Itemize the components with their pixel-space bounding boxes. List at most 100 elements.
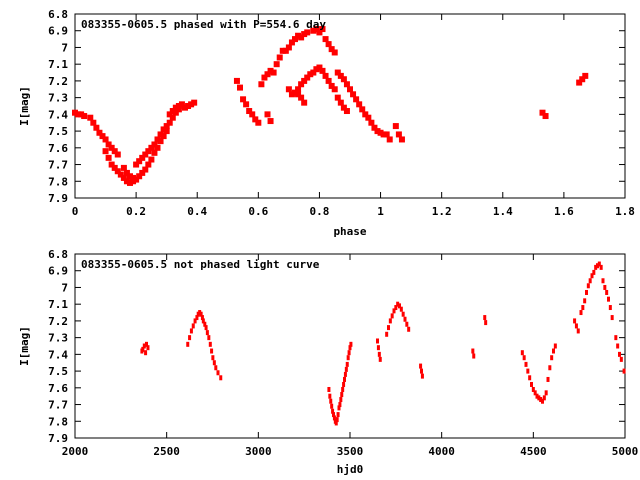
data-point xyxy=(292,36,298,43)
y-tick-label: 7.4 xyxy=(48,108,68,121)
plot-frame xyxy=(74,13,626,199)
data-point xyxy=(207,335,211,341)
data-point xyxy=(295,86,302,93)
data-point xyxy=(332,415,336,421)
data-point xyxy=(166,111,173,118)
data-point xyxy=(163,123,170,130)
data-point xyxy=(337,99,344,106)
data-point xyxy=(471,348,475,354)
data-point xyxy=(343,81,350,88)
data-point xyxy=(356,101,363,108)
data-point xyxy=(322,72,329,79)
data-point xyxy=(542,395,546,401)
data-point xyxy=(146,345,150,351)
data-point xyxy=(401,311,405,317)
data-point xyxy=(345,361,349,367)
data-point xyxy=(310,27,317,34)
data-point xyxy=(342,381,346,387)
x-tick-label: 2500 xyxy=(153,445,180,458)
data-point xyxy=(548,365,552,371)
data-point xyxy=(313,66,320,73)
data-point xyxy=(349,341,353,347)
data-point xyxy=(142,343,146,349)
plot-title: 083355-0605.5 not phased light curve xyxy=(81,258,320,271)
data-point xyxy=(407,326,411,332)
data-point xyxy=(552,348,555,354)
data-point xyxy=(541,398,544,404)
data-point xyxy=(130,174,137,181)
data-point xyxy=(533,390,537,396)
data-point xyxy=(246,108,253,115)
data-point xyxy=(601,278,605,284)
data-point xyxy=(331,49,338,56)
data-point xyxy=(376,345,380,351)
data-point xyxy=(219,375,223,381)
data-point xyxy=(304,74,311,81)
data-point xyxy=(105,154,112,161)
data-point xyxy=(195,315,199,321)
data-point xyxy=(341,386,345,392)
data-point xyxy=(329,398,333,404)
data-point xyxy=(93,124,100,131)
data-point xyxy=(313,26,320,33)
data-point xyxy=(182,104,188,111)
y-tick-label: 7.8 xyxy=(48,415,68,428)
data-point xyxy=(114,151,121,158)
data-point xyxy=(378,356,382,362)
data-point xyxy=(544,390,548,396)
data-point xyxy=(327,386,331,392)
y-tick-label: 7.1 xyxy=(48,58,68,71)
data-point xyxy=(535,393,539,399)
data-point xyxy=(328,46,335,53)
data-point xyxy=(340,76,347,83)
data-point xyxy=(208,341,212,347)
data-point xyxy=(282,47,289,54)
x-tick-label: 4000 xyxy=(428,445,455,458)
data-point xyxy=(191,99,198,106)
data-point xyxy=(148,144,155,151)
data-point xyxy=(120,164,127,171)
data-point xyxy=(172,109,179,116)
data-point xyxy=(307,71,314,78)
data-point xyxy=(618,351,621,357)
data-point xyxy=(295,91,302,98)
data-point xyxy=(348,345,352,351)
data-point xyxy=(204,325,208,331)
data-point xyxy=(592,269,596,275)
data-point xyxy=(127,179,133,186)
data-point xyxy=(133,161,140,168)
data-point xyxy=(163,128,170,135)
data-point xyxy=(390,313,394,319)
data-point xyxy=(331,408,335,414)
data-point xyxy=(603,284,607,290)
phased-plot: 6.8 6.9 7 7.1 7.2 7.3 7.4 7.5 7.6 7.7 7.8 7.9 0 0.2 0.… xyxy=(18,8,635,238)
data-point xyxy=(553,343,557,349)
data-point xyxy=(550,355,554,361)
plot-title: 083355-0605.5 phased with P=554.6 day xyxy=(81,18,326,31)
x-tick-label: 1.2 xyxy=(432,205,452,218)
data-point xyxy=(111,164,118,171)
data-point xyxy=(619,356,623,362)
data-point xyxy=(403,316,407,322)
data-point xyxy=(616,343,620,349)
data-point xyxy=(331,86,338,93)
data-point xyxy=(359,106,366,113)
data-point xyxy=(136,158,143,165)
data-point xyxy=(343,376,346,382)
data-point xyxy=(175,103,182,109)
data-point xyxy=(295,32,302,39)
data-point xyxy=(405,321,409,327)
data-point xyxy=(579,310,583,316)
data-point xyxy=(597,261,601,267)
data-point xyxy=(622,368,626,374)
x-tick-label: 1.8 xyxy=(615,205,635,218)
data-point xyxy=(362,111,369,118)
data-point xyxy=(154,136,161,143)
data-point xyxy=(136,173,143,180)
data-point xyxy=(123,169,130,176)
data-point xyxy=(542,113,549,120)
data-point xyxy=(157,138,164,145)
x-tick-label: 1.4 xyxy=(493,205,513,218)
